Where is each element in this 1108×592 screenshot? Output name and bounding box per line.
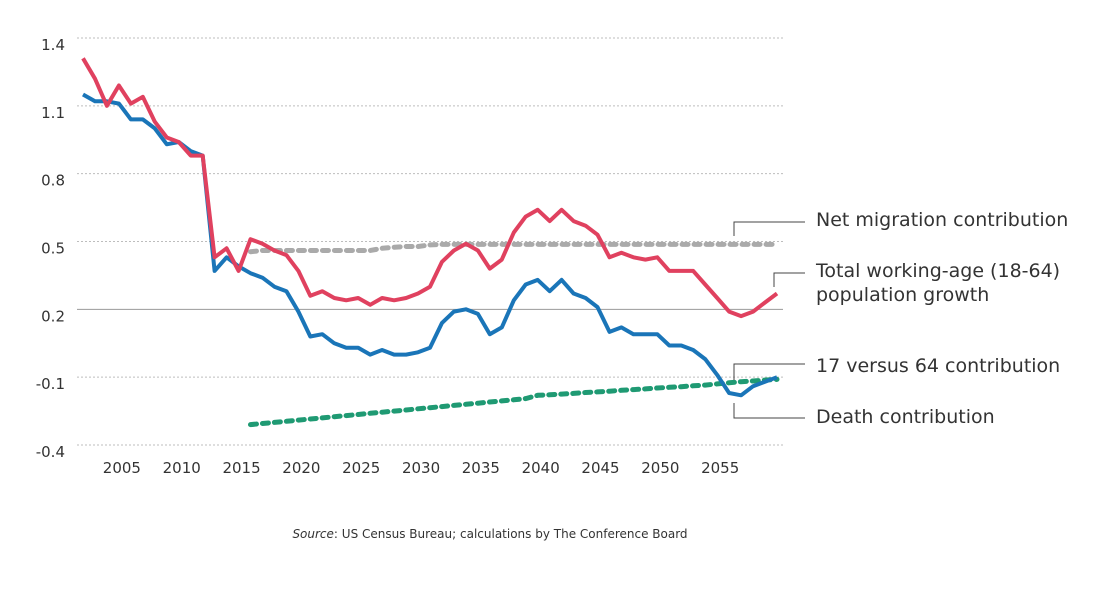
x-tick-label: 2035 <box>462 459 500 477</box>
source-text: : US Census Bureau; calculations by The … <box>333 527 688 541</box>
x-tick-label: 2030 <box>402 459 440 477</box>
y-tick-label: -0.4 <box>36 443 65 461</box>
death-leader-line <box>733 403 805 419</box>
annotation-total-growth-line1: Total working-age (18-64) <box>815 260 1060 282</box>
y-tick-label: 1.4 <box>41 36 65 54</box>
total-growth-leader-line <box>773 272 805 287</box>
x-tick-label: 2050 <box>641 459 679 477</box>
y-tick-label: 0.5 <box>41 240 65 258</box>
annotation-17-vs-64: 17 versus 64 contribution <box>816 355 1060 377</box>
series-line-17-versus-64-contribution <box>248 376 780 428</box>
x-tick-label: 2045 <box>581 459 619 477</box>
x-tick-label: 2015 <box>222 459 260 477</box>
y-tick-label: 0.8 <box>41 172 65 190</box>
x-tick-label: 2025 <box>342 459 380 477</box>
series-line-total-working-age-18-64-population-growth <box>81 57 779 319</box>
net-migration-leader-line <box>733 221 805 236</box>
x-tick-label: 2040 <box>522 459 560 477</box>
y-tick-label: -0.1 <box>36 375 65 393</box>
source-label: Source <box>292 527 334 541</box>
annotation-total-growth-line2: population growth <box>816 284 989 306</box>
x-tick-label: 2005 <box>103 459 141 477</box>
gridlines <box>77 37 783 446</box>
y-axis: 1.4 1.1 0.8 0.5 0.2 -0.1 -0.4 <box>36 36 65 461</box>
x-tick-label: 2010 <box>163 459 201 477</box>
x-axis: 2005 2010 2015 2020 2025 2030 2035 2040 2045 2050… <box>103 459 739 477</box>
annotation-net-migration: Net migration contribution <box>816 209 1068 231</box>
series-lines <box>81 57 780 428</box>
source-note: Source: US Census Bureau; calculations b… <box>0 527 980 541</box>
x-tick-label: 2055 <box>701 459 739 477</box>
y-tick-label: 1.1 <box>41 104 65 122</box>
x-tick-label: 2020 <box>282 459 320 477</box>
series-line-net-migration-contribution <box>248 241 780 255</box>
y-tick-label: 0.2 <box>41 307 65 325</box>
annotation-death: Death contribution <box>816 406 995 428</box>
seventeen-vs-64-leader-line <box>733 363 805 380</box>
annotations: Net migration contribution Total working… <box>733 209 1068 428</box>
